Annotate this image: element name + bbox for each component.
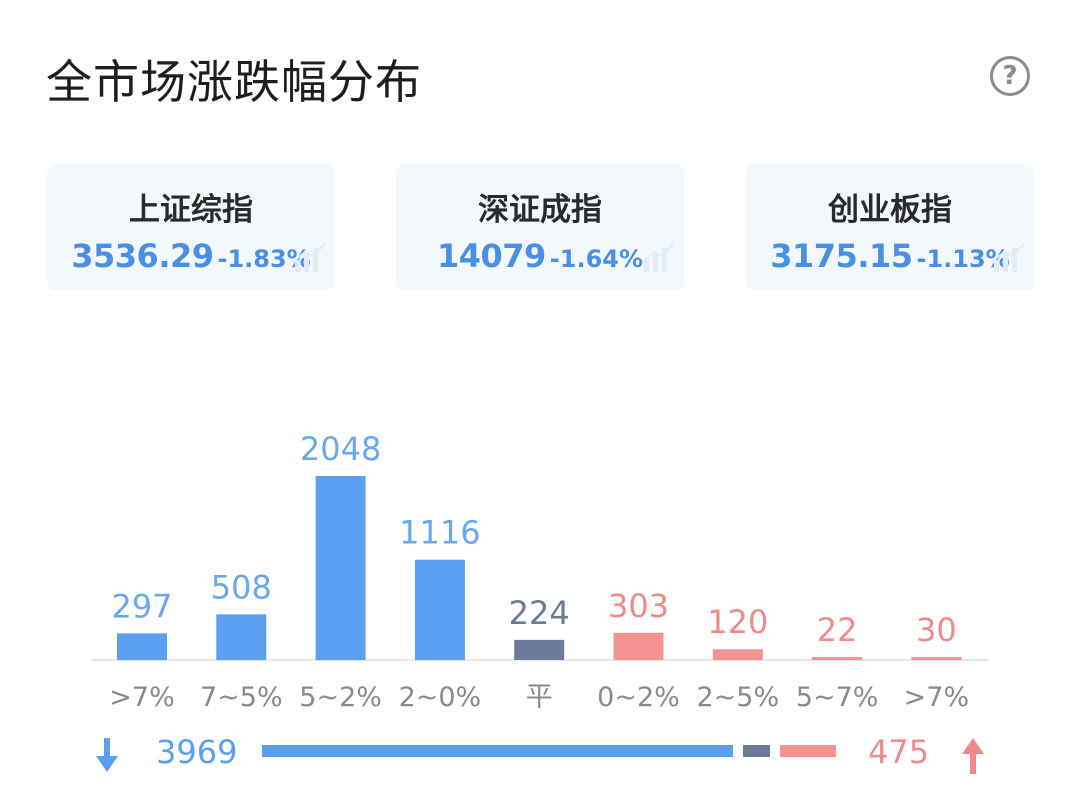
tick-label-3: 2~0% — [399, 682, 482, 713]
tick-label-6: 2~5% — [696, 682, 779, 713]
page-title: 全市场涨跌幅分布 — [46, 55, 422, 109]
tick-label-0: >7% — [109, 682, 174, 713]
bar-5[interactable] — [613, 632, 664, 660]
bar-8[interactable] — [911, 657, 962, 660]
flat-ratio-segment — [743, 745, 770, 757]
bar-6[interactable] — [712, 649, 763, 660]
index-name: 上证综指 — [129, 192, 253, 228]
index-change: -1.64% — [549, 245, 644, 273]
bar-7[interactable] — [812, 657, 863, 660]
index-card-shenzhen[interactable]: 深证成指 14079 -1.64% — [396, 164, 684, 290]
trend-chart-icon — [293, 243, 326, 272]
distribution-bar-chart: 297 >7% 508 7~5% 2048 5~2% 1116 2~0% 224 平 303 0~2%… — [92, 430, 988, 713]
index-value: 14079 — [436, 237, 546, 275]
data-label-1: 508 — [211, 568, 272, 606]
tick-label-1: 7~5% — [200, 682, 283, 713]
up-total: 475 — [868, 733, 930, 771]
bar-0[interactable] — [117, 633, 167, 660]
index-card-chinext[interactable]: 创业板指 3175.15 -1.13% — [746, 164, 1034, 290]
data-label-8: 30 — [916, 611, 957, 649]
down-ratio-segment — [262, 745, 734, 757]
index-value: 3536.29 — [71, 237, 214, 275]
data-label-3: 1116 — [399, 514, 480, 552]
index-name: 创业板指 — [828, 192, 952, 228]
trend-chart-icon — [992, 243, 1025, 272]
index-value: 3175.15 — [770, 237, 913, 275]
bar-1[interactable] — [216, 614, 267, 660]
tick-label-4: 平 — [526, 682, 553, 713]
data-label-4: 224 — [509, 594, 570, 632]
arrow-down-icon — [96, 738, 118, 772]
bar-2[interactable] — [315, 476, 366, 660]
data-label-0: 297 — [111, 587, 172, 625]
bar-4[interactable] — [514, 639, 565, 660]
bar-3[interactable] — [414, 559, 465, 660]
tick-label-7: 5~7% — [796, 682, 879, 713]
tick-label-2: 5~2% — [299, 682, 382, 713]
data-label-5: 303 — [608, 587, 669, 625]
down-total: 3969 — [156, 733, 238, 771]
question-circle-icon[interactable]: ? — [990, 56, 1030, 96]
tick-label-8: >7% — [904, 682, 969, 713]
data-label-2: 2048 — [300, 430, 381, 468]
arrow-up-icon — [962, 738, 984, 774]
index-name: 深证成指 — [478, 192, 602, 228]
trend-chart-icon — [642, 243, 675, 272]
data-label-6: 120 — [707, 603, 768, 641]
tick-label-5: 0~2% — [597, 682, 680, 713]
index-card-shanghai[interactable]: 上证综指 3536.29 -1.83% — [47, 164, 335, 290]
data-label-7: 22 — [817, 611, 858, 649]
up-ratio-segment — [779, 745, 836, 757]
